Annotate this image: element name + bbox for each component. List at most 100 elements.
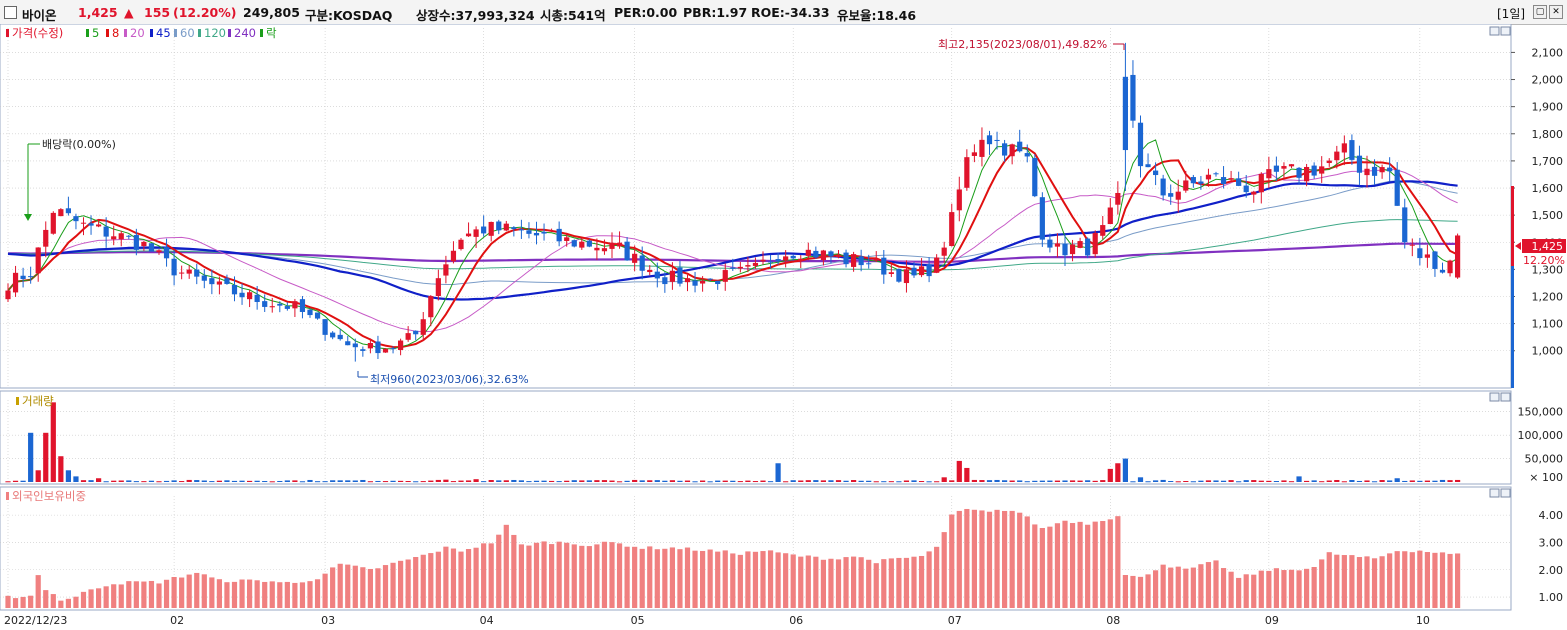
candle <box>367 342 373 349</box>
candle <box>594 247 600 251</box>
foreign-ratio-bar <box>1107 519 1113 608</box>
volume-panel-restore-button[interactable] <box>1489 392 1500 402</box>
volume-bar <box>851 480 857 482</box>
period-selector[interactable]: [1일] <box>1497 7 1526 21</box>
foreign-ratio-bar <box>148 580 155 608</box>
volume-bar <box>277 480 283 482</box>
volume-bar <box>956 460 962 482</box>
volume-bar <box>918 481 925 483</box>
volume-bar <box>1402 480 1408 482</box>
foreign-ratio-bar <box>1054 523 1061 608</box>
candle <box>496 221 502 231</box>
foreign-ratio-bar <box>231 581 238 608</box>
restore-button[interactable]: ▢ <box>1533 5 1547 19</box>
foreign-ratio-bar <box>903 557 910 608</box>
volume-bar <box>465 480 472 482</box>
foreign-ratio-bar <box>337 563 343 608</box>
stock-name: 바이온 <box>22 8 57 23</box>
volume-bar <box>579 480 585 482</box>
foreign-ratio-bar <box>171 576 177 608</box>
high-annotation: 최고2,135(2023/08/01),49.82% <box>938 38 1107 51</box>
candle <box>247 292 253 300</box>
candle <box>1334 151 1340 161</box>
last-price-label: 1,425 <box>1532 240 1564 253</box>
volume-bar <box>352 480 358 482</box>
candle <box>926 264 932 277</box>
foreign-ratio-bar <box>654 549 660 608</box>
volume-bar <box>1432 480 1438 482</box>
volume-bar <box>194 480 200 482</box>
volume-panel-close-button[interactable] <box>1500 392 1511 402</box>
volume-bar <box>828 480 834 482</box>
foreign-ratio-bar <box>1039 527 1045 608</box>
x-tick-label: 06 <box>789 614 803 627</box>
foreign-ratio-bar <box>1092 521 1098 608</box>
foreign-ratio-bar <box>50 594 56 608</box>
foreign-ratio-bar <box>209 577 215 608</box>
candle <box>1243 185 1249 193</box>
volume-bar <box>65 470 71 482</box>
candle <box>299 299 306 312</box>
foreign-ratio-bar <box>934 546 940 608</box>
volume-bar <box>843 480 849 482</box>
candle <box>813 250 819 258</box>
candle <box>1024 153 1030 157</box>
candle <box>934 257 940 273</box>
foreign-ratio-bar <box>481 543 487 608</box>
foreign-ratio-bar <box>1417 550 1423 608</box>
price-tick-label: 1,300 <box>1532 263 1564 276</box>
volume-bar <box>413 481 419 483</box>
price-panel-close-button[interactable] <box>1500 26 1511 36</box>
foreign-panel-restore-button[interactable] <box>1489 488 1500 498</box>
candle <box>1017 141 1023 152</box>
foreign-ratio-bar <box>526 545 532 608</box>
foreign-ratio-bar <box>1447 553 1453 608</box>
last-change-pct: 12.20% <box>1523 254 1565 267</box>
candle <box>405 333 411 340</box>
foreign-ratio-bar <box>12 598 19 608</box>
legend-ma8: 8 <box>112 26 119 40</box>
candle <box>1356 155 1363 173</box>
select-checkbox[interactable] <box>4 6 17 19</box>
price-legend: 가격(수정) 5 8 20 45 60 120 240 락 <box>6 26 277 40</box>
candle <box>979 139 985 157</box>
foreign-ratio-bar <box>669 547 675 608</box>
candle <box>1062 243 1068 256</box>
volume-bar <box>1107 468 1113 482</box>
foreign-ratio-bar <box>5 595 11 608</box>
foreign-ratio-bar <box>730 553 736 608</box>
foreign-ratio-bar <box>428 553 434 608</box>
candle <box>156 250 162 253</box>
foreign-ratio-bar <box>873 563 879 608</box>
volume-bar <box>345 480 351 482</box>
volume-bar <box>609 480 615 482</box>
volume-bar <box>1251 480 1257 482</box>
candle <box>465 233 472 237</box>
volume-bar <box>1160 479 1166 482</box>
volume-bar <box>458 480 464 482</box>
foreign-ratio-bar <box>571 544 577 608</box>
candle <box>549 230 555 232</box>
candle <box>43 229 49 247</box>
price-panel-restore-button[interactable] <box>1489 26 1500 36</box>
volume-bar <box>986 480 993 482</box>
candle <box>1447 260 1453 274</box>
candle <box>398 340 404 351</box>
foreign-panel-close-button[interactable] <box>1500 488 1511 498</box>
candle <box>1432 251 1438 269</box>
close-button[interactable]: ✕ <box>1549 5 1563 19</box>
volume-bar <box>586 480 592 482</box>
foreign-ratio-bar <box>1409 552 1415 608</box>
ma8-line <box>7 147 1459 349</box>
volume-bar <box>1183 480 1189 482</box>
volume-bar <box>201 480 207 482</box>
foreign-ratio-bar <box>1364 556 1370 608</box>
volume-bar <box>964 467 970 482</box>
candle <box>851 254 857 267</box>
foreign-ratio-bar <box>1069 523 1076 608</box>
foreign-ratio-bar <box>35 575 41 608</box>
foreign-ratio-bar <box>692 550 698 608</box>
volume-bar <box>1319 481 1325 483</box>
price-tick-label: 2,100 <box>1532 46 1564 59</box>
candle <box>73 216 79 222</box>
